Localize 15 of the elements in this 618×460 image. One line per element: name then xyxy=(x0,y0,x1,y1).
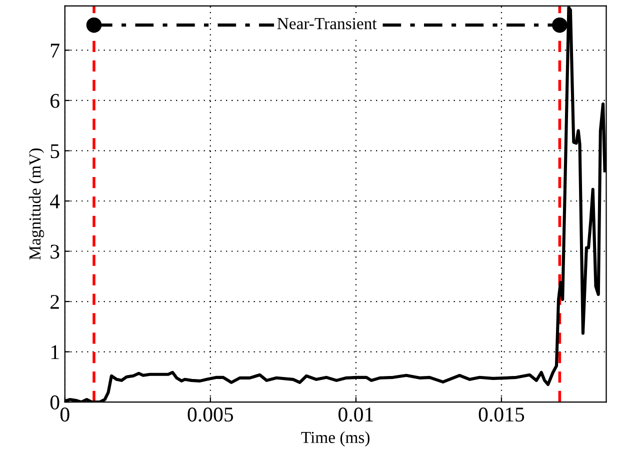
x-axis-title: Time (ms) xyxy=(301,431,370,446)
y-tick-label: 0 xyxy=(50,395,60,410)
x-tick-label: 0.015 xyxy=(478,408,524,422)
series-label: Near-Transient xyxy=(277,18,377,30)
y-tick-label: 7 xyxy=(50,44,60,58)
y-axis-title: Magnitude (mV) xyxy=(28,148,44,260)
x-tick-label: 0 xyxy=(60,408,70,422)
y-tick-label: 1 xyxy=(51,345,59,360)
y-tick-label: 6 xyxy=(50,94,60,108)
y-tick-label: 3 xyxy=(50,244,60,259)
y-tick-label: 2 xyxy=(50,294,59,309)
x-tick-label: 0.01 xyxy=(338,408,373,422)
y-tick-label: 4 xyxy=(50,194,60,208)
y-tick-label: 5 xyxy=(50,144,60,158)
x-tick-label: 0.005 xyxy=(188,408,234,422)
